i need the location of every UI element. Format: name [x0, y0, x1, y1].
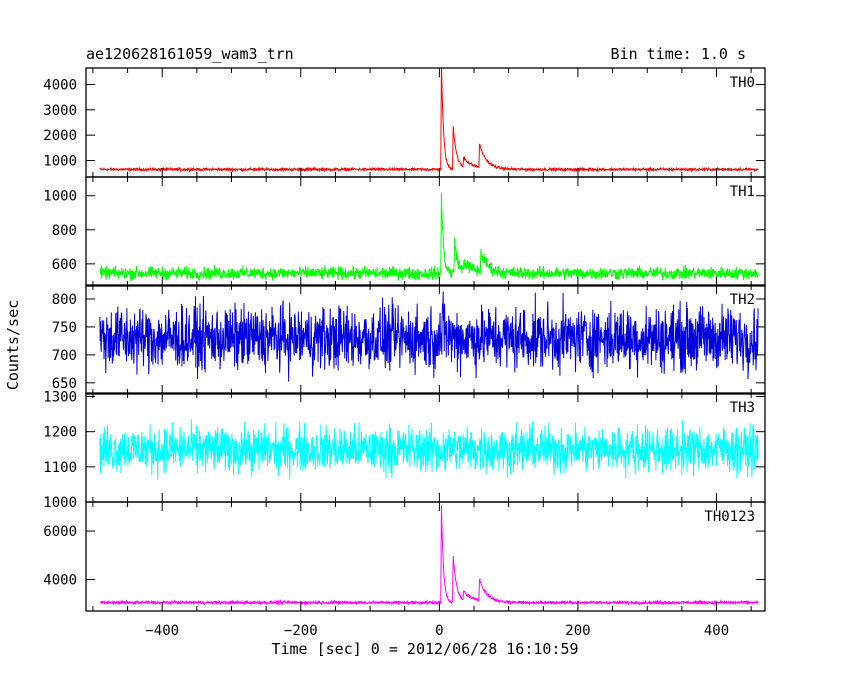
y-tick-label: 3000 [43, 103, 77, 119]
x-tick-label: 0 [435, 623, 443, 639]
panel-frame-th0 [85, 67, 766, 178]
y-tick-label: 6000 [43, 524, 77, 540]
x-tick-label: −400 [145, 623, 179, 639]
series-line-th1 [99, 193, 759, 282]
y-tick-label: 650 [52, 376, 77, 392]
x-axis-label: Time [sec] 0 = 2012/06/28 16:10:59 [271, 640, 578, 658]
panel-label: TH0 [730, 75, 755, 91]
y-tick-label: 1300 [43, 390, 77, 406]
y-tick-label: 750 [52, 320, 77, 336]
y-tick-label: 1000 [43, 189, 77, 205]
y-tick-label: 4000 [43, 77, 77, 93]
y-axis-label: Counts/sec [4, 300, 22, 390]
series-line-th2 [99, 291, 759, 382]
panel-label: TH1 [730, 184, 755, 200]
panel-frame-th0123 [85, 501, 766, 612]
y-tick-label: 2000 [43, 128, 77, 144]
bin-time-label: Bin time: 1.0 s [611, 45, 746, 63]
y-tick-label: 800 [52, 292, 77, 308]
series-line-th0 [99, 68, 759, 173]
series-line-th3 [99, 419, 759, 481]
panel-label: TH2 [730, 292, 755, 308]
y-tick-label: 1000 [43, 495, 77, 511]
panel-frame-th2 [85, 284, 766, 395]
y-tick-label: 4000 [43, 573, 77, 589]
x-tick-label: 200 [565, 623, 590, 639]
y-tick-label: 1200 [43, 425, 77, 441]
y-tick-label: 1000 [43, 154, 77, 170]
series-line-th0123 [99, 505, 759, 607]
chart-title: ae120628161059_wam3_trn [86, 45, 294, 63]
y-tick-label: 800 [52, 223, 77, 239]
x-tick-label: 400 [704, 623, 729, 639]
y-tick-label: 600 [52, 257, 77, 273]
panel-frame-th1 [85, 176, 766, 287]
y-tick-label: 700 [52, 348, 77, 364]
x-tick-label: −200 [284, 623, 318, 639]
panel-label: TH0123 [704, 509, 755, 525]
y-tick-label: 1100 [43, 460, 77, 476]
panel-label: TH3 [730, 400, 755, 416]
